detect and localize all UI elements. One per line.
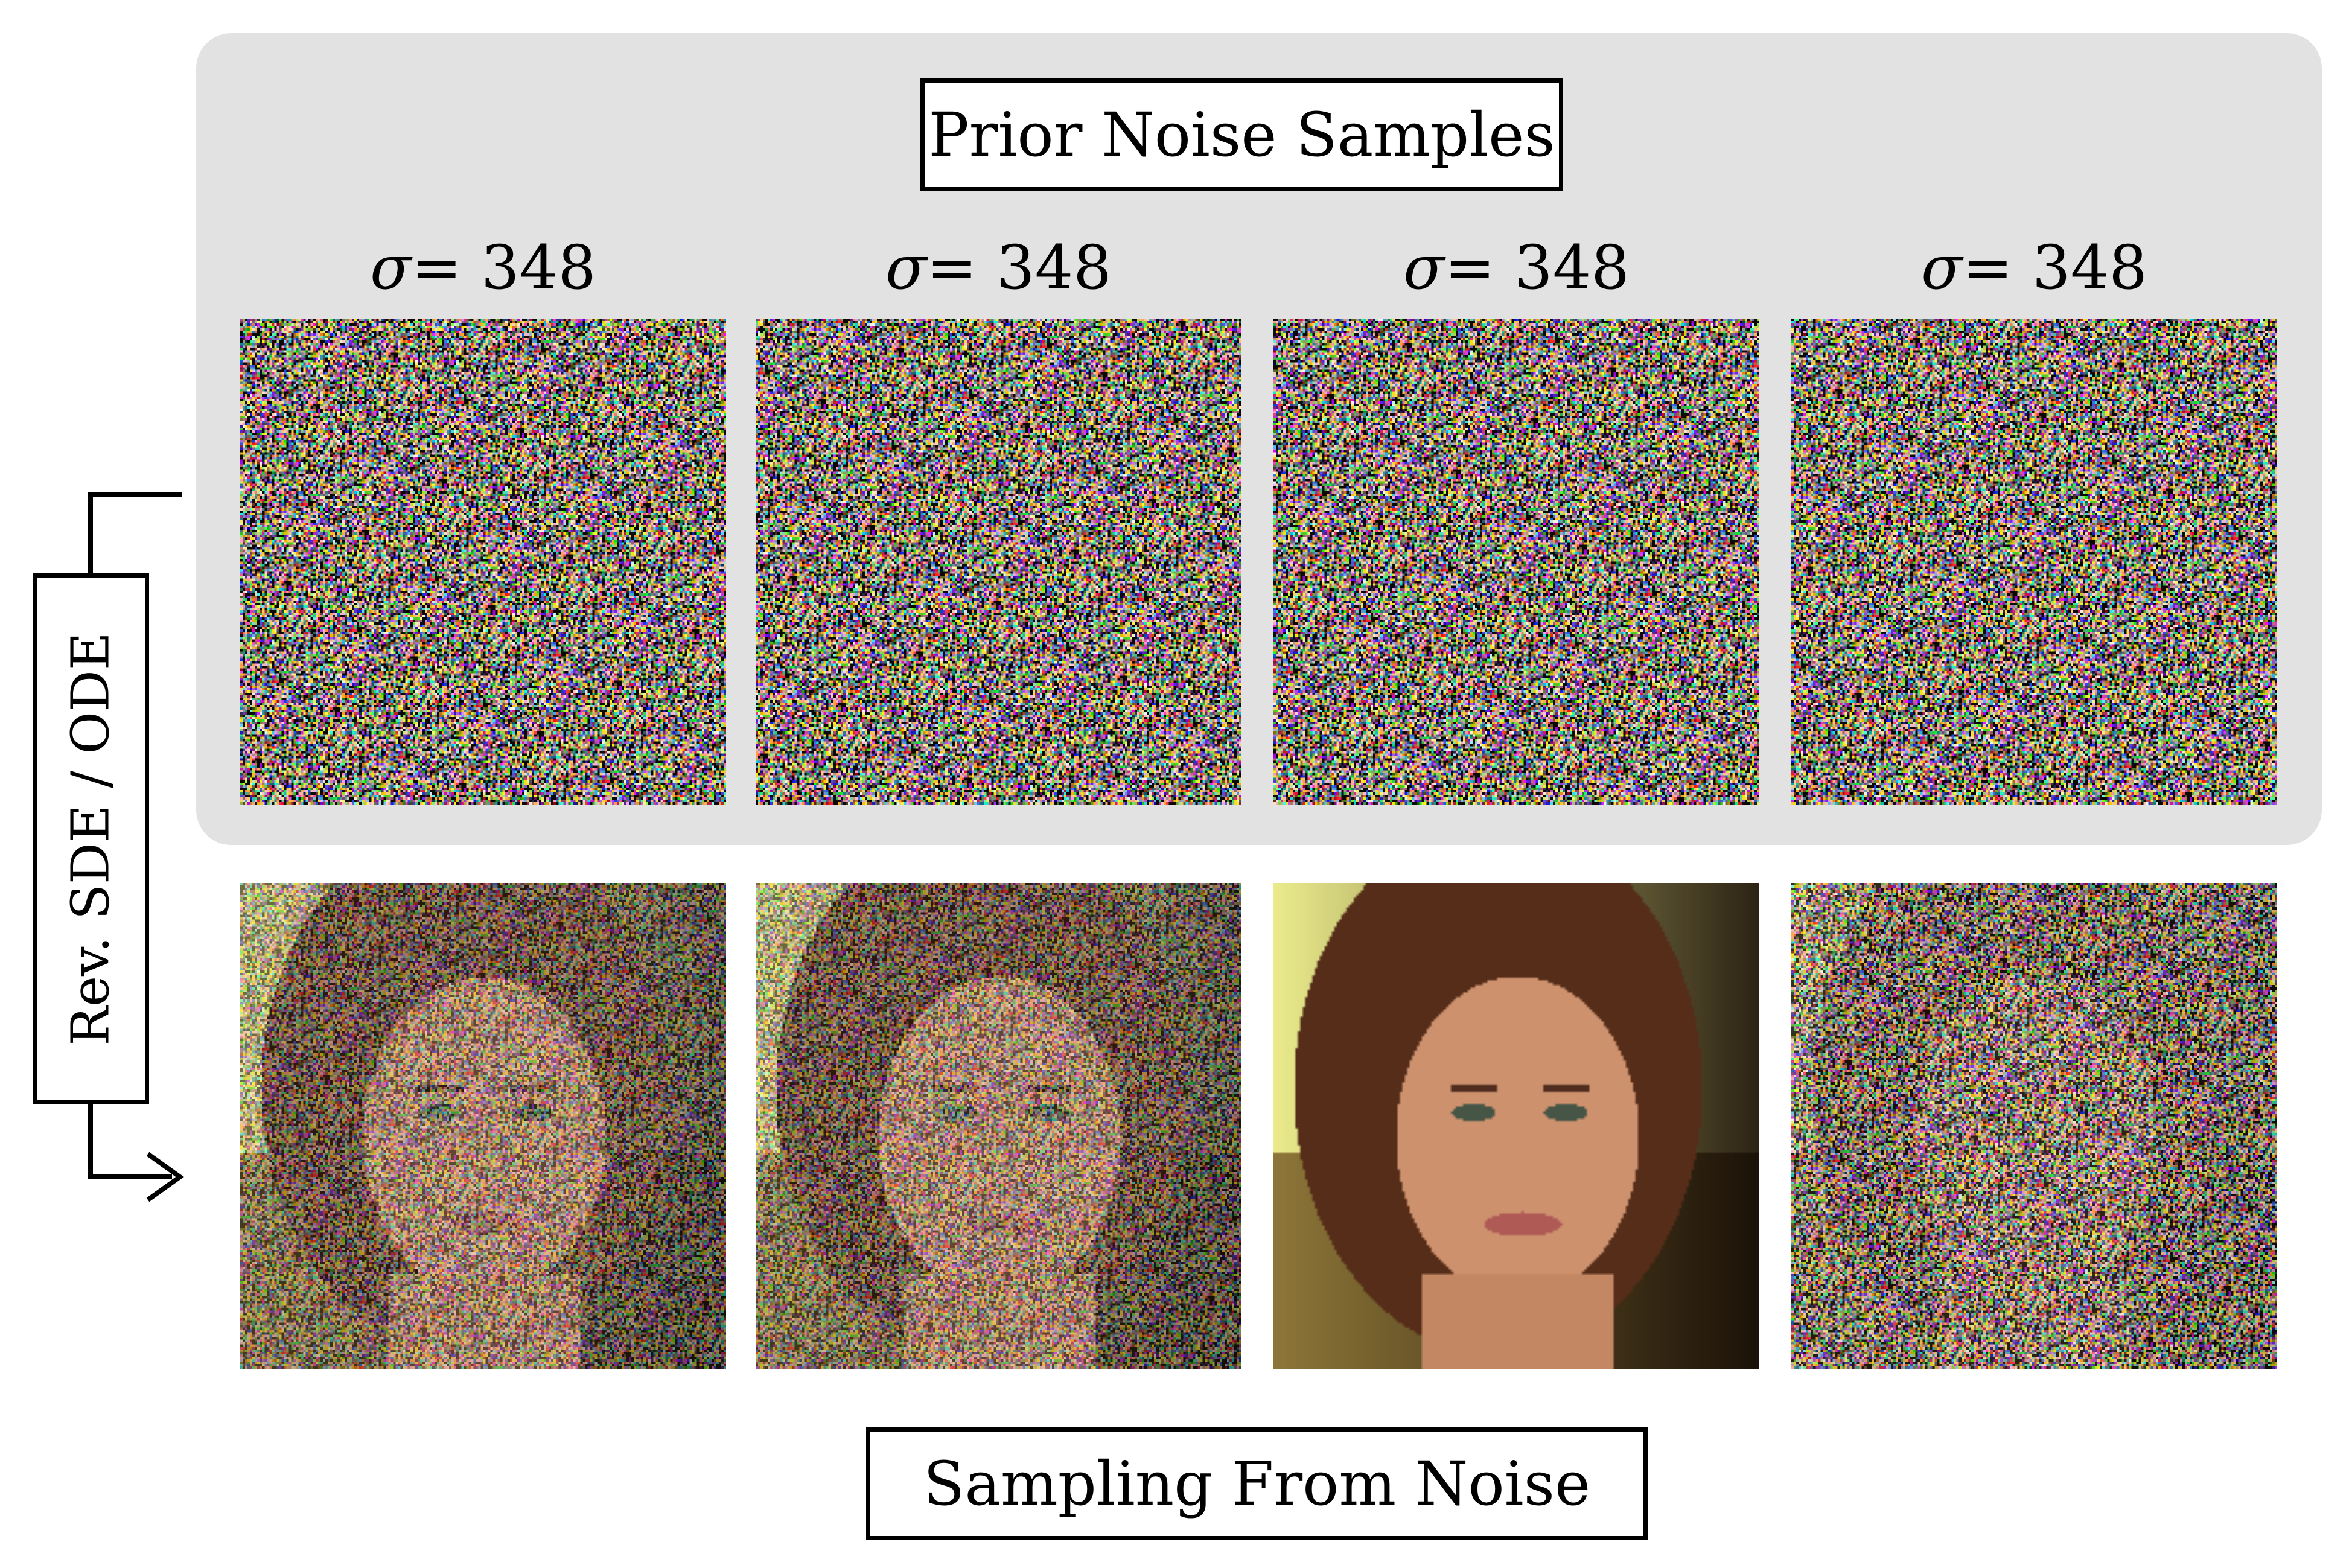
sigma-symbol: σ xyxy=(885,232,927,303)
noise-sample-1 xyxy=(240,319,726,805)
prior-noise-title-text: Prior Noise Samples xyxy=(928,100,1555,170)
sigma-label-3: σ = 348 xyxy=(1273,228,1759,307)
arrow-top-segment xyxy=(88,492,182,573)
generated-sample-4 xyxy=(1791,883,2277,1369)
noise-sample-2 xyxy=(756,319,1241,805)
generated-sample-3 xyxy=(1273,883,1759,1369)
reverse-sde-ode-label: Rev. SDE / ODE xyxy=(61,632,122,1046)
sigma-value: = 348 xyxy=(1962,232,2147,303)
generated-sample-2 xyxy=(756,883,1241,1369)
sigma-value: = 348 xyxy=(411,232,596,303)
sigma-symbol: σ xyxy=(370,232,412,303)
sigma-value: = 348 xyxy=(926,232,1112,303)
arrow-head-icon xyxy=(146,1152,184,1202)
sampling-from-noise-title-text: Sampling From Noise xyxy=(923,1448,1591,1519)
noise-sample-4 xyxy=(1791,319,2277,805)
sigma-label-2: σ = 348 xyxy=(756,228,1241,307)
sigma-symbol: σ xyxy=(1403,232,1445,303)
reverse-sde-ode-box: Rev. SDE / ODE xyxy=(33,573,149,1104)
sampling-from-noise-title: Sampling From Noise xyxy=(866,1427,1648,1540)
sigma-symbol: σ xyxy=(1921,232,1963,303)
sigma-label-1: σ = 348 xyxy=(240,228,726,307)
sigma-label-4: σ = 348 xyxy=(1791,228,2277,307)
generated-sample-1 xyxy=(240,883,726,1369)
noise-sample-3 xyxy=(1273,319,1759,805)
prior-noise-title: Prior Noise Samples xyxy=(920,78,1563,191)
sigma-value: = 348 xyxy=(1444,232,1630,303)
arrow-bottom-segment xyxy=(88,1104,172,1179)
